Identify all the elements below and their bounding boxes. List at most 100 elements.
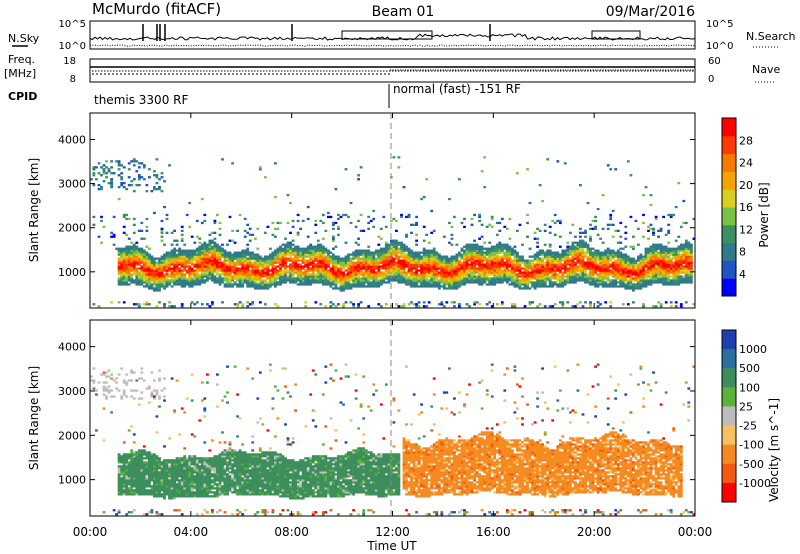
heatmap-cell — [107, 389, 111, 392]
heatmap-cell — [589, 283, 592, 286]
heatmap-cell — [291, 249, 295, 252]
heatmap-cell — [142, 257, 146, 260]
heatmap-cell — [324, 275, 328, 278]
heatmap-cell — [596, 267, 600, 270]
heatmap-cell — [122, 247, 126, 250]
nsearch-label: N.Search — [746, 30, 796, 43]
heatmap-cell — [377, 253, 381, 256]
heatmap-cell — [155, 289, 159, 292]
heatmap-cell — [455, 285, 459, 288]
heatmap-cell — [594, 219, 597, 223]
heatmap-cell — [354, 277, 358, 280]
heatmap-cell — [616, 265, 620, 268]
heatmap-cell — [392, 265, 396, 268]
heatmap-cell — [233, 273, 237, 276]
heatmap-cell — [140, 269, 144, 272]
heatmap-cell — [425, 281, 429, 284]
heatmap-cell — [485, 259, 489, 262]
heatmap-cell — [165, 283, 169, 286]
heatmap-cell — [200, 279, 204, 282]
heatmap-cell — [652, 281, 655, 284]
heatmap-cell — [634, 261, 638, 264]
heatmap-cell — [415, 239, 418, 242]
heatmap-cell — [518, 275, 522, 278]
heatmap-cell — [541, 279, 544, 282]
heatmap-cell — [679, 281, 683, 284]
heatmap-cell — [382, 247, 386, 250]
heatmap-cell — [435, 257, 439, 260]
heatmap-cell — [137, 261, 141, 264]
heatmap-cell — [367, 245, 371, 248]
heatmap-cell — [516, 255, 519, 258]
heatmap-cell — [644, 253, 648, 256]
heatmap-cell — [92, 367, 96, 370]
heatmap-cell — [662, 259, 665, 262]
heatmap-cell — [478, 261, 481, 264]
heatmap-cell — [258, 263, 262, 266]
heatmap-cell — [216, 269, 219, 272]
heatmap-cell — [397, 249, 401, 252]
heatmap-cell — [543, 257, 547, 260]
heatmap-cell — [422, 257, 426, 260]
heatmap-cell — [518, 259, 522, 262]
heatmap-cell — [120, 479, 124, 482]
heatmap-cell — [599, 283, 602, 286]
heatmap-cell — [321, 283, 325, 286]
heatmap-cell — [657, 281, 660, 284]
power-colorbar-segment — [722, 189, 736, 208]
heatmap-cell — [420, 261, 423, 264]
heatmap-cell — [105, 371, 108, 374]
heatmap-cell — [518, 271, 522, 274]
heatmap-cell — [614, 273, 618, 276]
heatmap-cell — [458, 267, 461, 270]
heatmap-cell — [674, 277, 678, 280]
heatmap-cell — [238, 273, 242, 276]
heatmap-cell — [563, 271, 567, 274]
heatmap-cell — [334, 271, 338, 274]
heatmap-cell — [140, 271, 144, 274]
heatmap-cell — [372, 259, 376, 262]
heatmap-cell — [243, 265, 247, 268]
heatmap-cell — [294, 281, 297, 284]
heatmap-cell — [122, 253, 126, 256]
heatmap-cell — [357, 251, 360, 254]
heatmap-cell — [231, 283, 234, 286]
heatmap-cell — [228, 273, 232, 276]
heatmap-cell — [571, 305, 575, 308]
heatmap-cell — [100, 186, 103, 189]
heatmap-cell — [203, 247, 207, 250]
heatmap-cell — [395, 239, 398, 242]
heatmap-cell — [526, 277, 529, 280]
heatmap-cell — [586, 201, 590, 205]
heatmap-cell — [117, 491, 121, 494]
heatmap-cell — [203, 281, 207, 284]
heatmap-cell — [251, 281, 255, 284]
heatmap-cell — [221, 277, 224, 280]
heatmap-cell — [410, 223, 413, 226]
heatmap-cell — [160, 263, 164, 266]
heatmap-cell — [637, 265, 640, 268]
heatmap-cell — [440, 263, 444, 266]
heatmap-cell — [417, 279, 421, 282]
heatmap-cell — [321, 251, 325, 254]
heatmap-cell — [299, 227, 302, 230]
heatmap-cell — [442, 281, 446, 284]
heatmap-cell — [690, 277, 693, 280]
heatmap-cell — [281, 271, 285, 274]
heatmap-cell — [198, 275, 202, 278]
heatmap-cell — [284, 279, 287, 282]
heatmap-cell — [319, 259, 323, 262]
heatmap-cell — [117, 465, 121, 468]
heatmap-cell — [354, 281, 358, 284]
heatmap-cell — [574, 265, 577, 268]
heatmap-cell — [374, 267, 378, 270]
heatmap-cell — [253, 261, 257, 264]
heatmap-cell — [624, 287, 628, 290]
heatmap-cell — [594, 285, 597, 288]
heatmap-cell — [473, 255, 476, 258]
heatmap-cell — [102, 511, 106, 514]
heatmap-cell — [412, 285, 416, 288]
heatmap-cell — [142, 285, 146, 288]
heatmap-cell — [579, 261, 582, 264]
heatmap-cell — [601, 227, 605, 230]
